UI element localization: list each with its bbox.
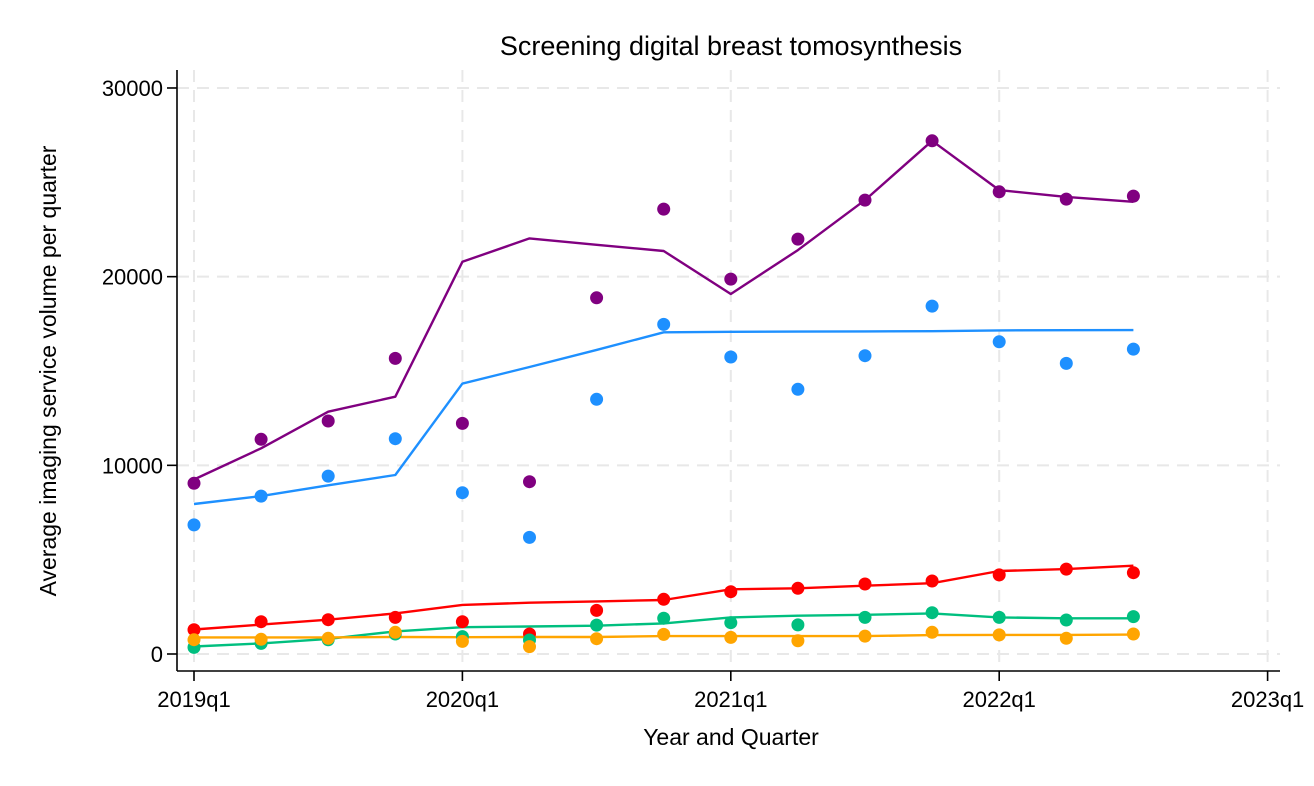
y-tick-label: 20000 (102, 265, 163, 290)
data-point-red (254, 615, 268, 629)
data-point-orange (992, 628, 1006, 642)
series-points-blue (187, 299, 1140, 544)
data-point-orange (657, 627, 671, 641)
x-tick-label: 2023q1 (1231, 687, 1304, 712)
x-tick-label: 2020q1 (426, 687, 499, 712)
data-point-blue (925, 299, 939, 313)
data-point-red (992, 568, 1006, 582)
data-point-blue (590, 392, 604, 406)
series-points-purple (187, 134, 1140, 490)
data-point-purple (254, 432, 268, 446)
data-point-red (858, 577, 872, 591)
x-axis-title: Year and Quarter (643, 724, 819, 750)
data-point-red (925, 574, 939, 588)
grid-layer (177, 70, 1280, 671)
series-line-purple (193, 139, 1134, 481)
data-point-orange (791, 634, 805, 648)
series-line-blue (193, 328, 1134, 506)
data-point-green (858, 610, 872, 624)
data-point-blue (187, 518, 201, 532)
data-point-blue (388, 432, 402, 446)
data-point-red (321, 613, 335, 627)
data-point-orange (254, 632, 268, 646)
series-layer (187, 134, 1140, 654)
y-tick-label: 30000 (102, 76, 163, 101)
axis-layer: 0 10000 20000 30000 2019q1 2020q1 2021q1 2022q1… (102, 70, 1304, 712)
data-point-purple (321, 414, 335, 428)
data-point-green (1126, 610, 1140, 624)
data-point-orange (388, 625, 402, 639)
data-point-green (925, 606, 939, 620)
data-point-purple (1126, 189, 1140, 203)
data-point-green (1059, 613, 1073, 627)
data-point-orange (858, 629, 872, 643)
data-point-blue (724, 350, 738, 364)
data-point-red (187, 623, 201, 637)
y-tick-label: 10000 (102, 453, 163, 478)
data-point-purple (187, 476, 201, 490)
data-point-blue (523, 530, 536, 544)
data-point-green (724, 616, 738, 630)
data-point-green (657, 611, 671, 625)
data-point-orange (925, 625, 939, 639)
data-point-orange (455, 634, 469, 648)
data-point-purple (791, 232, 805, 246)
data-point-red (657, 592, 671, 606)
data-point-orange (590, 632, 604, 646)
data-point-orange (1059, 631, 1073, 645)
data-point-purple (657, 202, 671, 216)
data-point-orange (523, 640, 536, 654)
data-point-purple (590, 291, 604, 305)
y-tick-label: 0 (151, 642, 163, 667)
data-point-purple (523, 475, 536, 489)
data-point-purple (455, 416, 469, 430)
data-point-blue (1126, 342, 1140, 356)
data-point-orange (321, 631, 335, 645)
data-point-purple (992, 185, 1006, 199)
data-point-blue (992, 335, 1006, 349)
data-point-red (791, 581, 805, 595)
data-point-purple (925, 134, 939, 148)
data-point-green (791, 618, 805, 632)
data-point-blue (254, 489, 268, 503)
data-point-red (724, 585, 738, 599)
data-point-blue (321, 469, 335, 483)
x-tick-label: 2019q1 (157, 687, 230, 712)
data-point-green (992, 610, 1006, 624)
data-point-purple (858, 193, 872, 207)
data-point-orange (187, 633, 201, 647)
series-points-orange (187, 625, 1140, 654)
data-point-purple (388, 351, 402, 365)
data-point-blue (455, 486, 469, 500)
data-point-blue (657, 317, 671, 331)
data-point-blue (1059, 356, 1073, 370)
data-point-blue (791, 382, 805, 396)
data-point-purple (724, 272, 738, 286)
x-tick-label: 2022q1 (962, 687, 1035, 712)
data-point-green (590, 618, 604, 632)
data-point-blue (858, 349, 872, 363)
data-point-red (1126, 566, 1140, 580)
data-point-orange (724, 630, 738, 644)
data-point-red (1059, 562, 1073, 576)
y-axis-title: Average imaging service volume per quart… (35, 145, 61, 596)
data-point-purple (1059, 192, 1073, 206)
chart-title: Screening digital breast tomosynthesis (500, 31, 962, 61)
data-point-red (388, 610, 402, 624)
data-point-orange (1126, 627, 1140, 641)
data-point-red (590, 603, 604, 617)
x-tick-label: 2021q1 (694, 687, 767, 712)
data-point-red (455, 615, 469, 629)
